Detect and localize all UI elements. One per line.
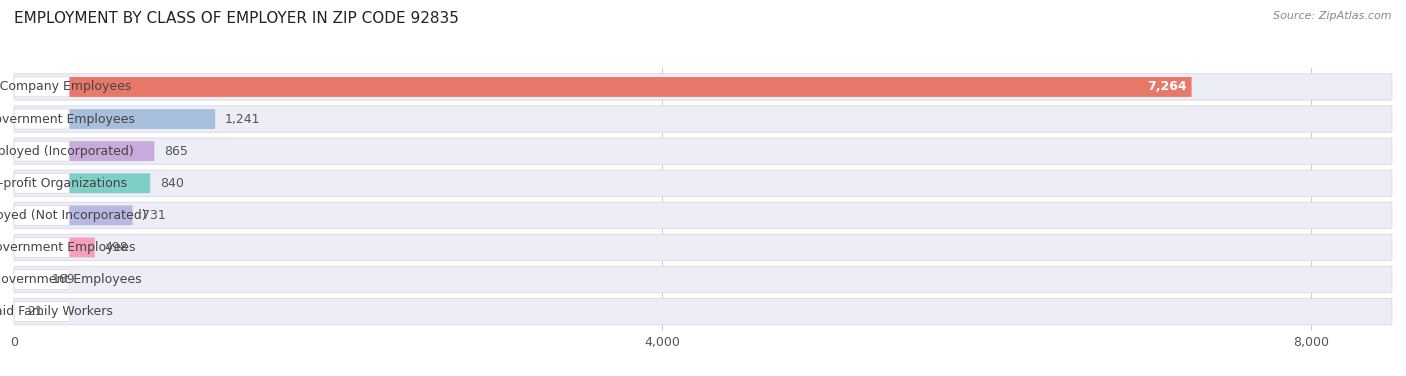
FancyBboxPatch shape (14, 205, 69, 225)
Text: Private Company Employees: Private Company Employees (0, 80, 131, 94)
Text: EMPLOYMENT BY CLASS OF EMPLOYER IN ZIP CODE 92835: EMPLOYMENT BY CLASS OF EMPLOYER IN ZIP C… (14, 11, 458, 26)
FancyBboxPatch shape (14, 238, 69, 258)
FancyBboxPatch shape (14, 238, 94, 258)
Text: 840: 840 (160, 177, 184, 190)
Text: 1,241: 1,241 (225, 112, 260, 126)
FancyBboxPatch shape (14, 106, 1392, 132)
FancyBboxPatch shape (14, 77, 1191, 97)
Text: Source: ZipAtlas.com: Source: ZipAtlas.com (1274, 11, 1392, 21)
Text: 731: 731 (142, 209, 166, 222)
FancyBboxPatch shape (14, 138, 1392, 164)
FancyBboxPatch shape (14, 302, 17, 321)
Text: Unpaid Family Workers: Unpaid Family Workers (0, 305, 112, 318)
FancyBboxPatch shape (14, 109, 215, 129)
Text: 21: 21 (27, 305, 44, 318)
FancyBboxPatch shape (14, 202, 1392, 229)
Text: Self-Employed (Not Incorporated): Self-Employed (Not Incorporated) (0, 209, 146, 222)
FancyBboxPatch shape (14, 302, 69, 321)
FancyBboxPatch shape (14, 266, 1392, 293)
FancyBboxPatch shape (14, 299, 1392, 325)
Text: 7,264: 7,264 (1147, 80, 1187, 94)
FancyBboxPatch shape (14, 173, 150, 193)
Text: Federal Government Employees: Federal Government Employees (0, 273, 142, 286)
FancyBboxPatch shape (14, 77, 69, 97)
FancyBboxPatch shape (14, 173, 69, 193)
Text: 865: 865 (165, 145, 188, 158)
Text: Local Government Employees: Local Government Employees (0, 112, 135, 126)
Text: State Government Employees: State Government Employees (0, 241, 135, 254)
FancyBboxPatch shape (14, 234, 1392, 261)
FancyBboxPatch shape (14, 74, 1392, 100)
FancyBboxPatch shape (14, 170, 1392, 196)
Text: 169: 169 (51, 273, 75, 286)
Text: 498: 498 (104, 241, 128, 254)
FancyBboxPatch shape (14, 109, 69, 129)
FancyBboxPatch shape (14, 205, 132, 225)
FancyBboxPatch shape (14, 141, 69, 161)
Text: Not-for-profit Organizations: Not-for-profit Organizations (0, 177, 127, 190)
FancyBboxPatch shape (14, 141, 155, 161)
Text: Self-Employed (Incorporated): Self-Employed (Incorporated) (0, 145, 134, 158)
FancyBboxPatch shape (14, 270, 69, 290)
FancyBboxPatch shape (14, 270, 41, 290)
